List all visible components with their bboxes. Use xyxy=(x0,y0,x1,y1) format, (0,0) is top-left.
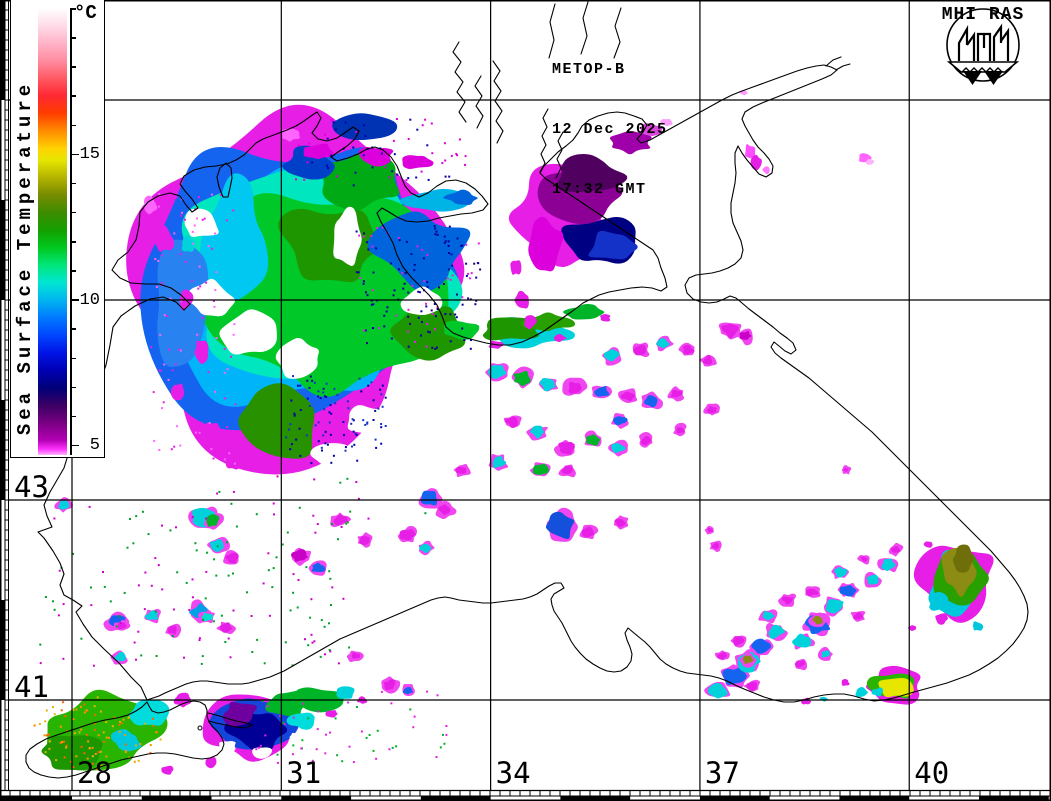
latitude-label: 43 xyxy=(14,470,49,504)
mhi-ras-emblem xyxy=(946,8,1020,85)
colorbar-tick xyxy=(70,241,76,243)
acquisition-time: 17:32 GMT xyxy=(552,181,647,198)
colorbar-tick xyxy=(70,182,76,185)
wave-line-icon xyxy=(961,67,1003,73)
colorbar-tick xyxy=(70,299,79,301)
colorbar-tick xyxy=(70,357,76,360)
colorbar-unit: °C xyxy=(74,2,97,24)
colorbar-tick xyxy=(70,66,76,68)
latitude-ruler xyxy=(0,0,9,790)
acquisition-info: METOP-B 12 Dec 2025 17:32 GMT xyxy=(552,20,668,240)
colorbar-tick xyxy=(70,211,76,214)
latitude-label: 41 xyxy=(14,670,49,704)
longitude-label: 28 xyxy=(77,756,112,790)
colorbar-tick-label: 15 xyxy=(79,145,100,165)
colorbar-tick xyxy=(70,444,79,447)
colorbar-tick xyxy=(70,270,76,272)
colorbar-tick xyxy=(70,153,79,156)
longitude-label: 40 xyxy=(914,756,950,790)
acquisition-date: 12 Dec 2025 xyxy=(552,121,668,138)
satellite-name: METOP-B xyxy=(552,61,626,78)
colorbar-tick xyxy=(70,95,76,97)
coastline xyxy=(25,1,1029,779)
longitude-label: 37 xyxy=(704,756,740,790)
longitude-label: 34 xyxy=(495,756,531,790)
colorbar-title: Sea Surface Temperature xyxy=(14,80,36,436)
colorbar-tick xyxy=(70,8,76,10)
mhi-ras-logo: MHI RAS xyxy=(938,4,1028,85)
colorbar-tick xyxy=(70,328,76,330)
longitude-ruler xyxy=(0,789,1051,801)
colorbar-tick xyxy=(70,37,76,39)
colorbar-tick-label: 10 xyxy=(79,290,100,310)
colorbar-tick xyxy=(70,124,76,127)
colorbar-gradient xyxy=(38,8,67,455)
colorbar-tick-label: 5 xyxy=(89,436,100,456)
sst-data-layer xyxy=(33,90,994,775)
colorbar-tick xyxy=(70,386,76,389)
colorbar-axis xyxy=(70,8,72,455)
colorbar-tick xyxy=(70,415,76,418)
logo-label: MHI RAS xyxy=(941,5,1025,25)
longitude-label: 31 xyxy=(286,756,322,790)
monogram-icon xyxy=(957,23,1010,61)
